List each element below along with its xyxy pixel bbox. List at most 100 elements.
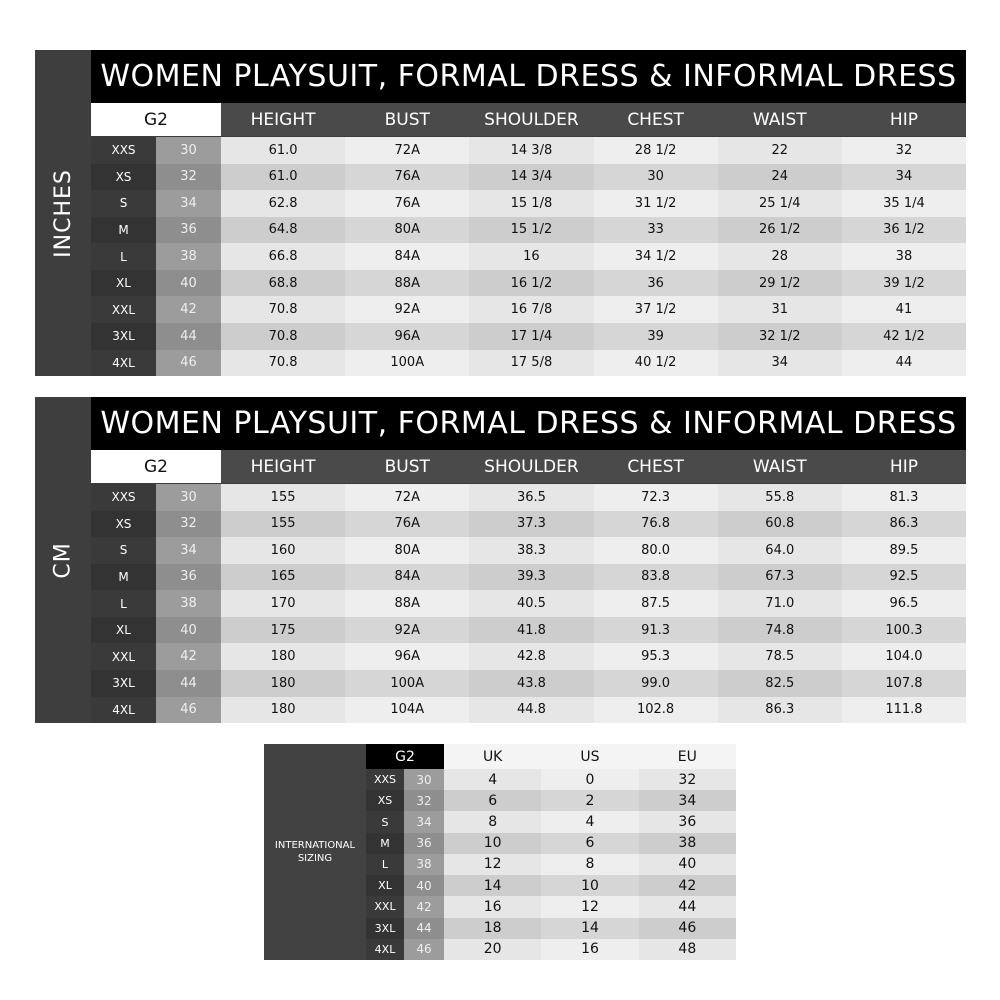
size-number: 42 bbox=[156, 643, 221, 670]
size-number: 36 bbox=[404, 832, 444, 854]
international-label: INTERNATIONAL SIZING bbox=[264, 744, 366, 960]
cell-waist: 24 bbox=[717, 163, 842, 191]
table-row: XXL 42 70.8 92A 16 7/8 37 1/2 31 41 bbox=[91, 296, 967, 323]
table-row: 3XL 44 70.8 96A 17 1/4 39 32 1/2 42 1/2 bbox=[91, 322, 967, 350]
column-header-bust: BUST bbox=[384, 456, 430, 477]
cell-bust: 84A bbox=[345, 243, 470, 270]
cell-waist: 71.0 bbox=[717, 590, 842, 617]
cell-hip: 35 1/4 bbox=[841, 190, 967, 217]
cell-waist: 55.8 bbox=[717, 484, 842, 511]
cell-eu: 44 bbox=[638, 896, 736, 918]
cell-chest: 80.0 bbox=[593, 537, 718, 564]
cell-height: 62.8 bbox=[221, 190, 346, 217]
cell-chest: 39 bbox=[593, 322, 718, 350]
size-number: 42 bbox=[156, 296, 221, 323]
international-label-line2: SIZING bbox=[297, 853, 333, 864]
cell-shoulder: 17 1/4 bbox=[469, 322, 594, 350]
size-number: 30 bbox=[404, 769, 444, 791]
size-label: 4XL bbox=[91, 696, 156, 724]
cell-bust: 88A bbox=[345, 269, 470, 297]
size-label: 3XL bbox=[91, 669, 156, 697]
size-number: 46 bbox=[156, 349, 221, 377]
size-number: 40 bbox=[404, 875, 444, 897]
cell-us: 6 bbox=[541, 832, 639, 854]
cell-chest: 72.3 bbox=[593, 484, 718, 511]
column-header-chest: CHEST bbox=[627, 456, 684, 477]
cell-shoulder: 41.8 bbox=[469, 616, 594, 644]
cell-shoulder: 42.8 bbox=[469, 643, 594, 670]
size-label: XL bbox=[91, 269, 156, 297]
cell-eu: 38 bbox=[638, 832, 736, 854]
column-header-waist: WAIST bbox=[752, 456, 807, 477]
unit-label-band: INCHES bbox=[35, 50, 91, 376]
size-number: 34 bbox=[156, 537, 221, 564]
cell-waist: 86.3 bbox=[717, 696, 842, 724]
size-label: L bbox=[366, 853, 404, 876]
cm-size-table: CM WOMEN PLAYSUIT, FORMAL DRESS & INFORM… bbox=[35, 397, 967, 724]
table-row: XXS 30 4 0 32 bbox=[366, 769, 736, 791]
cell-hip: 104.0 bbox=[841, 643, 967, 670]
cell-waist: 78.5 bbox=[717, 643, 842, 670]
cell-bust: 96A bbox=[345, 322, 470, 350]
cell-shoulder: 15 1/2 bbox=[469, 216, 594, 244]
cell-hip: 92.5 bbox=[841, 563, 967, 591]
table-row: S 34 8 4 36 bbox=[366, 811, 736, 833]
cell-waist: 25 1/4 bbox=[717, 190, 842, 217]
size-number: 44 bbox=[404, 917, 444, 939]
cell-us: 2 bbox=[541, 790, 639, 812]
cell-shoulder: 37.3 bbox=[469, 510, 594, 538]
cell-bust: 92A bbox=[345, 616, 470, 644]
size-label: XS bbox=[366, 790, 404, 812]
cell-hip: 39 1/2 bbox=[841, 269, 967, 297]
cell-chest: 99.0 bbox=[593, 669, 718, 697]
cell-height: 160 bbox=[221, 537, 346, 564]
cell-bust: 76A bbox=[345, 163, 470, 191]
cell-chest: 76.8 bbox=[593, 510, 718, 538]
cell-hip: 34 bbox=[841, 163, 967, 191]
size-label: 4XL bbox=[366, 938, 404, 960]
column-header-uk: UK bbox=[444, 744, 542, 769]
cell-bust: 72A bbox=[345, 137, 470, 164]
table-row: XL 40 14 10 42 bbox=[366, 875, 736, 897]
g2-header: G2 bbox=[366, 744, 444, 769]
cell-chest: 37 1/2 bbox=[593, 296, 718, 323]
table-row: 4XL 46 180 104A 44.8 102.8 86.3 111.8 bbox=[91, 696, 967, 724]
table-row: XS 32 61.0 76A 14 3/4 30 24 34 bbox=[91, 163, 967, 191]
cell-hip: 42 1/2 bbox=[841, 322, 967, 350]
cell-height: 180 bbox=[221, 696, 346, 724]
cell-height: 68.8 bbox=[221, 269, 346, 297]
table-row: XXS 30 61.0 72A 14 3/8 28 1/2 22 32 bbox=[91, 137, 967, 164]
size-label: XXL bbox=[91, 296, 156, 323]
size-label: XXS bbox=[91, 484, 156, 511]
cell-uk: 12 bbox=[444, 853, 542, 876]
cell-eu: 40 bbox=[638, 853, 736, 876]
size-label: L bbox=[91, 590, 156, 617]
size-number: 34 bbox=[404, 811, 444, 833]
table-row: L 38 12 8 40 bbox=[366, 853, 736, 876]
size-number: 32 bbox=[156, 510, 221, 538]
cell-shoulder: 40.5 bbox=[469, 590, 594, 617]
cell-waist: 34 bbox=[717, 349, 842, 377]
cell-chest: 33 bbox=[593, 216, 718, 244]
header-row: G2 UK US EU bbox=[366, 744, 736, 769]
cell-uk: 4 bbox=[444, 769, 542, 791]
cell-height: 180 bbox=[221, 643, 346, 670]
size-label: M bbox=[366, 832, 404, 854]
cell-uk: 18 bbox=[444, 917, 542, 939]
cell-hip: 100.3 bbox=[841, 616, 967, 644]
size-number: 38 bbox=[404, 853, 444, 876]
cell-shoulder: 15 1/8 bbox=[469, 190, 594, 217]
size-label: XXS bbox=[366, 769, 404, 791]
size-number: 42 bbox=[404, 896, 444, 918]
cell-uk: 10 bbox=[444, 832, 542, 854]
table-row: XL 40 175 92A 41.8 91.3 74.8 100.3 bbox=[91, 616, 967, 644]
size-number: 36 bbox=[156, 216, 221, 244]
cell-chest: 28 1/2 bbox=[593, 137, 718, 164]
cell-waist: 31 bbox=[717, 296, 842, 323]
cell-us: 14 bbox=[541, 917, 639, 939]
cell-bust: 100A bbox=[345, 349, 470, 377]
column-header-eu: EU bbox=[638, 744, 736, 769]
cell-bust: 76A bbox=[345, 510, 470, 538]
size-number: 44 bbox=[156, 322, 221, 350]
cell-uk: 16 bbox=[444, 896, 542, 918]
